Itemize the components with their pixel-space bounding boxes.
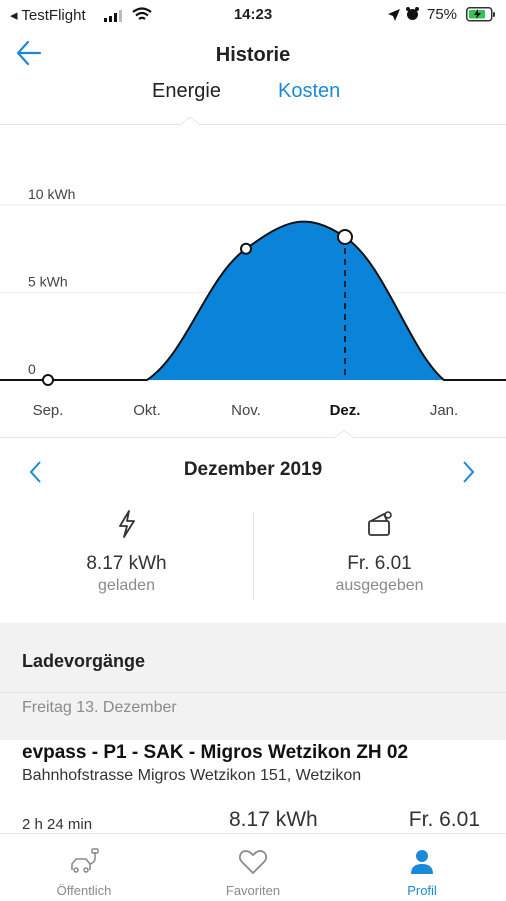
energy-stat-value: 8.17 kWh — [86, 553, 167, 574]
tab-divider — [0, 124, 506, 125]
cost-stat-value: Fr. 6.01 — [347, 553, 412, 574]
energy-stat: 8.17 kWh geladen — [0, 510, 253, 595]
tab-profil[interactable]: Profil — [338, 834, 506, 901]
previous-month-button[interactable] — [28, 460, 44, 489]
tab-oeffentlich[interactable]: Öffentlich — [0, 834, 168, 901]
page-title: Historie — [215, 44, 291, 66]
session-date: Freitag 13. Dezember — [22, 699, 177, 716]
arrow-left-icon — [16, 40, 42, 66]
battery-percent: 75% — [427, 6, 458, 23]
wallet-icon — [367, 511, 392, 536]
clock: 14:23 — [233, 6, 273, 23]
tab-energie[interactable]: Energie — [152, 80, 221, 102]
sessions-title: Ladevorgänge — [22, 651, 146, 671]
session-energy: 8.17 kWh — [229, 808, 318, 831]
alarm-icon — [405, 6, 420, 25]
x-tick-label: Nov. — [231, 402, 261, 419]
session-station-name: evpass - P1 - SAK - Migros Wetzikon ZH 0… — [22, 742, 409, 763]
sessions-header-area — [0, 623, 506, 740]
stats-separator — [253, 512, 254, 600]
chevron-left-icon — [29, 461, 41, 483]
person-icon — [411, 850, 433, 874]
cost-stat-label: ausgegeben — [335, 577, 424, 594]
heart-icon — [239, 850, 267, 875]
ev-car-icon — [71, 848, 99, 873]
session-cost: Fr. 6.01 — [408, 808, 480, 831]
y-tick-label: 0 — [28, 361, 36, 377]
tab-active-caret — [180, 117, 200, 126]
month-label: Dezember 2019 — [183, 459, 323, 480]
cost-stat: Fr. 6.01 ausgegeben — [253, 510, 506, 595]
month-caret — [334, 430, 354, 439]
data-point-Nov. — [240, 242, 252, 255]
tab-kosten[interactable]: Kosten — [278, 80, 341, 102]
signal-icon — [104, 9, 130, 26]
session-address: Bahnhofstrasse Migros Wetzikon 151, Wetz… — [22, 767, 362, 784]
wifi-icon — [132, 7, 152, 26]
location-icon — [388, 8, 400, 25]
energy-chart: Sep. Okt. Nov. Dez. Jan. 10 kWh 5 kWh 0 — [0, 186, 506, 419]
x-tick-label: Okt. — [133, 402, 161, 419]
chart-area — [0, 221, 506, 381]
data-point-Dez. — [337, 229, 353, 246]
chart-divider — [0, 437, 506, 438]
x-tick-label: Jan. — [430, 402, 458, 419]
tab-oeffentlich-label: Öffentlich — [56, 883, 112, 898]
y-tick-label: 5 kWh — [28, 274, 68, 290]
battery-icon — [466, 7, 496, 26]
next-month-button[interactable] — [460, 460, 476, 489]
data-point-Sep. — [42, 374, 54, 386]
tab-favoriten-label: Favoriten — [225, 883, 281, 898]
date-separator — [0, 692, 506, 693]
status-bar: ◂ TestFlight 14:23 75% — [0, 0, 506, 30]
session-duration: 2 h 24 min — [22, 816, 93, 833]
tab-profil-label: Profil — [407, 883, 437, 898]
carrier-label: ◂ TestFlight — [10, 7, 86, 24]
x-tick-label: Sep. — [33, 402, 64, 419]
x-tick-label: Dez. — [330, 402, 361, 419]
energy-stat-label: geladen — [98, 577, 155, 594]
y-tick-label: 10 kWh — [28, 186, 75, 202]
chevron-right-icon — [463, 461, 475, 483]
bottom-tab-bar: Öffentlich Favoriten Profil — [0, 833, 506, 901]
lightning-icon — [118, 510, 135, 538]
tab-favoriten[interactable]: Favoriten — [169, 834, 337, 901]
back-button[interactable] — [14, 38, 48, 68]
